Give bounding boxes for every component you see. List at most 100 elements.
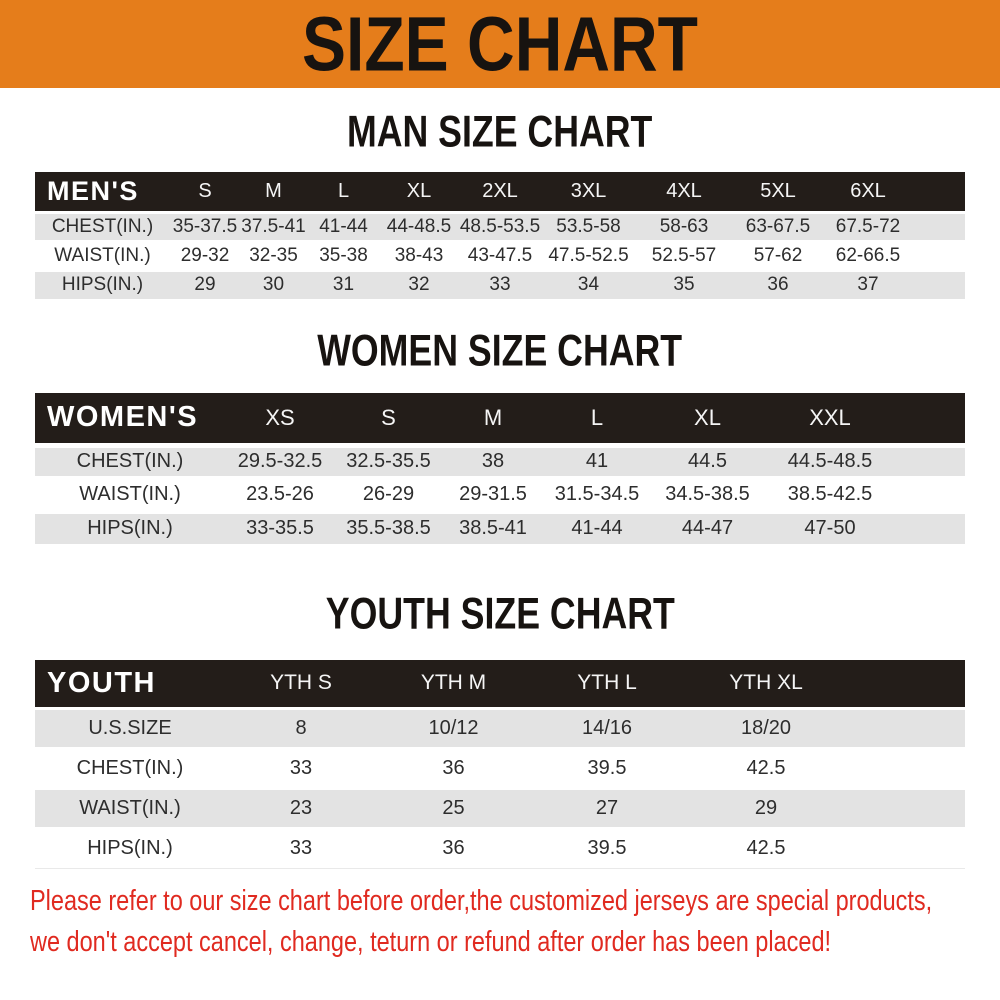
table-cell: 29.5-32.5 <box>225 442 335 478</box>
table-cell: 38.5-42.5 <box>765 475 895 511</box>
row-label: CHEST(IN.) <box>35 442 225 478</box>
spacer-cell <box>895 393 965 445</box>
table-cell: 44.5 <box>650 442 765 478</box>
table-cell: 35-38 <box>307 239 380 270</box>
table-cell: 33 <box>458 268 542 299</box>
table-cell: 52.5-57 <box>635 239 733 270</box>
row-label: WAIST(IN.) <box>35 475 225 511</box>
youth-col-header: YTH S <box>270 671 332 695</box>
spacer-cell <box>848 826 965 868</box>
table-cell: 33 <box>225 826 377 868</box>
men-size-table: MEN'S S M L XL 2XL 3XL 4XL 5XL 6XL CHEST… <box>35 172 965 299</box>
row-label: HIPS(IN.) <box>35 268 170 299</box>
women-col-header: M <box>483 404 503 430</box>
order-policy-note: Please refer to our size chart before or… <box>0 883 1000 965</box>
women-col-header: S <box>381 404 396 430</box>
men-col-header: S <box>198 179 212 202</box>
women-waist-row: WAIST(IN.) 23.5-26 26-29 29-31.5 31.5-34… <box>35 475 965 511</box>
table-cell: 23.5-26 <box>225 475 335 511</box>
men-table-header-row: MEN'S S M L XL 2XL 3XL 4XL 5XL 6XL <box>35 172 965 212</box>
spacer-cell <box>895 508 965 544</box>
table-cell: 29-32 <box>170 239 240 270</box>
row-label: CHEST(IN.) <box>35 746 225 788</box>
spacer-cell <box>913 239 965 270</box>
spacer-cell <box>848 746 965 788</box>
table-cell: 62-66.5 <box>823 239 913 270</box>
men-col-header: 6XL <box>850 179 886 202</box>
table-cell: 26-29 <box>335 475 442 511</box>
women-table-title: WOMEN'S <box>47 401 199 434</box>
women-table-header-row: WOMEN'S XS S M L XL XXL <box>35 393 965 445</box>
table-cell: 8 <box>225 706 377 748</box>
table-cell: 39.5 <box>530 826 684 868</box>
row-label: CHEST(IN.) <box>35 210 170 241</box>
table-cell: 43-47.5 <box>458 239 542 270</box>
men-table-title: MEN'S <box>47 175 139 206</box>
men-col-header: 2XL <box>482 179 518 202</box>
table-cell: 14/16 <box>530 706 684 748</box>
table-cell: 23 <box>225 786 377 828</box>
table-cell: 47.5-52.5 <box>542 239 635 270</box>
youth-col-header: YTH XL <box>729 671 803 695</box>
spacer-cell <box>848 660 965 708</box>
spacer-cell <box>895 442 965 478</box>
youth-waist-row: WAIST(IN.) 23 25 27 29 <box>35 786 965 828</box>
men-heading-text: MAN SIZE CHART <box>347 106 653 157</box>
spacer-cell <box>913 210 965 241</box>
table-cell: 25 <box>377 786 530 828</box>
table-cell: 32 <box>380 268 458 299</box>
spacer-cell <box>848 786 965 828</box>
table-cell: 32.5-35.5 <box>335 442 442 478</box>
youth-col-header: YTH M <box>420 671 487 695</box>
table-cell: 38.5-41 <box>442 508 544 544</box>
row-label: WAIST(IN.) <box>35 239 170 270</box>
youth-heading-text: YOUTH SIZE CHART <box>325 588 675 639</box>
men-col-header: 3XL <box>570 179 607 202</box>
table-cell: 44-48.5 <box>380 210 458 241</box>
table-cell: 41-44 <box>544 508 650 544</box>
men-col-header: 5XL <box>760 179 796 202</box>
men-hips-row: HIPS(IN.) 29 30 31 32 33 34 35 36 37 <box>35 268 965 299</box>
table-cell: 36 <box>377 746 530 788</box>
table-cell: 36 <box>377 826 530 868</box>
youth-size-table: YOUTH YTH S YTH M YTH L YTH XL U.S.SIZE … <box>35 660 965 869</box>
men-col-header: XL <box>406 179 432 202</box>
spacer-cell <box>848 706 965 748</box>
table-cell: 39.5 <box>530 746 684 788</box>
table-cell: 47-50 <box>765 508 895 544</box>
men-col-header: M <box>265 179 282 202</box>
table-cell: 29 <box>684 786 848 828</box>
table-cell: 35.5-38.5 <box>335 508 442 544</box>
youth-hips-row: HIPS(IN.) 33 36 39.5 42.5 <box>35 826 965 868</box>
table-cell: 44-47 <box>650 508 765 544</box>
table-cell: 42.5 <box>684 746 848 788</box>
women-heading-text: WOMEN SIZE CHART <box>317 325 683 376</box>
youth-table-header-row: YOUTH YTH S YTH M YTH L YTH XL <box>35 660 965 708</box>
row-label: WAIST(IN.) <box>35 786 225 828</box>
row-label: HIPS(IN.) <box>35 508 225 544</box>
women-chest-row: CHEST(IN.) 29.5-32.5 32.5-35.5 38 41 44.… <box>35 442 965 478</box>
youth-section-heading: YOUTH SIZE CHART <box>0 588 1000 639</box>
table-cell: 41 <box>544 442 650 478</box>
table-cell: 29 <box>170 268 240 299</box>
table-cell: 30 <box>240 268 307 299</box>
spacer-cell <box>913 268 965 299</box>
banner-title: SIZE CHART <box>302 1 698 87</box>
men-col-header: 4XL <box>666 179 702 202</box>
men-waist-row: WAIST(IN.) 29-32 32-35 35-38 38-43 43-47… <box>35 239 965 270</box>
table-cell: 34.5-38.5 <box>650 475 765 511</box>
spacer-cell <box>895 475 965 511</box>
table-cell: 37 <box>823 268 913 299</box>
spacer-cell <box>913 172 965 212</box>
table-cell: 31 <box>307 268 380 299</box>
women-hips-row: HIPS(IN.) 33-35.5 35.5-38.5 38.5-41 41-4… <box>35 508 965 544</box>
row-label: U.S.SIZE <box>35 706 225 748</box>
youth-chest-row: CHEST(IN.) 33 36 39.5 42.5 <box>35 746 965 788</box>
youth-table-title: YOUTH <box>47 666 156 699</box>
table-cell: 32-35 <box>240 239 307 270</box>
men-col-header: L <box>337 179 350 202</box>
women-size-table: WOMEN'S XS S M L XL XXL CHEST(IN.) 29.5-… <box>35 393 965 544</box>
size-chart-banner: SIZE CHART <box>0 0 1000 88</box>
table-cell: 35 <box>635 268 733 299</box>
policy-line-1: Please refer to our size chart before or… <box>30 884 933 917</box>
